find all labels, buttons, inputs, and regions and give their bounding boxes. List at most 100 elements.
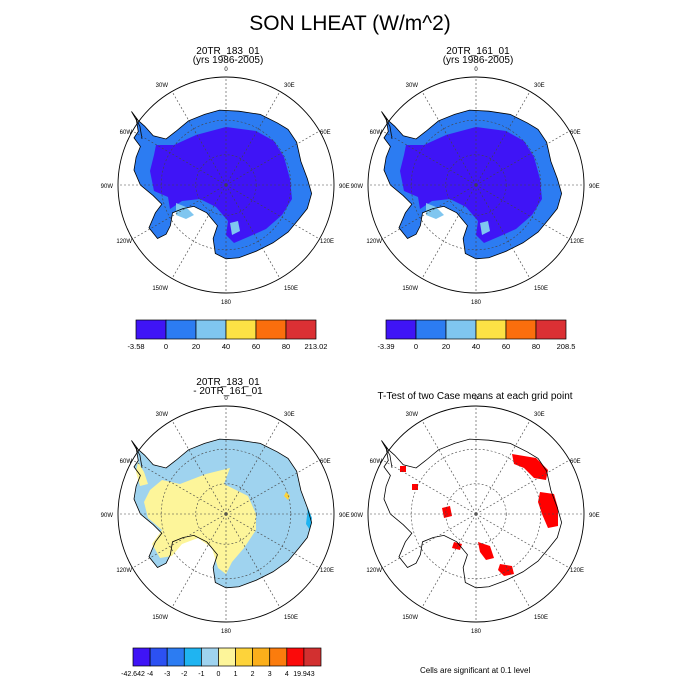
longitude-label: 90E (339, 513, 350, 519)
antarctica-coastline (383, 109, 563, 260)
meridian-line (225, 513, 281, 608)
longitude-label: 150W (402, 286, 418, 292)
meridian-line (421, 91, 477, 186)
colorbar-swatch (165, 319, 197, 340)
colorbar-label: 20 (442, 342, 450, 351)
colorbar-label: -2 (181, 671, 187, 678)
polar-map-3: 0 180 90W 90E 30W 60W 30E 60E 120W 150W 120E 150E (101, 396, 350, 635)
longitude-label: 90W (101, 513, 114, 519)
significant-cells (400, 466, 406, 472)
antarctica-coastline (133, 109, 313, 260)
longitude-label: 60E (320, 130, 331, 136)
meridian-line (225, 420, 281, 515)
peninsula-coastline (381, 111, 393, 139)
longitude-label: 180 (221, 629, 232, 635)
longitude-label: 30W (156, 412, 169, 418)
map-border (117, 405, 335, 623)
map-border (117, 76, 335, 294)
meridian-line (382, 184, 477, 240)
colorbar-swatch (475, 319, 507, 340)
meridian-line (132, 184, 227, 240)
meridian-line (475, 91, 531, 186)
colorbar-swatch (269, 647, 288, 667)
colorbar-label: 20 (192, 342, 200, 351)
longitude-label: 180 (471, 629, 482, 635)
meridian-line (225, 130, 320, 186)
meridian-line (132, 130, 227, 186)
meridian-line (225, 513, 320, 569)
longitude-label: 30W (406, 412, 419, 418)
difference-field-small-positive (284, 492, 290, 500)
longitude-label: 180 (221, 300, 232, 306)
colorbar-swatch (415, 319, 447, 340)
meridian-line (225, 184, 320, 240)
difference-field-strong-negative (306, 508, 312, 530)
parallel-circle (195, 483, 257, 545)
meridian-line (382, 459, 477, 515)
longitude-label: 30W (156, 83, 169, 89)
meridian-line (421, 513, 477, 608)
longitude-label: 30E (284, 83, 295, 89)
colorbar-label: 3 (268, 671, 272, 678)
colorbar-label: -3 (164, 671, 170, 678)
longitude-label: 60W (370, 459, 383, 465)
colorbar-case1: -3.58 0 20 40 60 80 213.02 (127, 319, 327, 351)
colorbar-label: -4 (147, 671, 153, 678)
figure-title: SON LHEAT (W/m^2) (249, 12, 451, 35)
polar-map-2: 0 180 90W 90E 30W 60W 30E 60E 120W 150W 120E 150E (351, 67, 600, 306)
colorbar-swatch (535, 319, 567, 340)
colorbar-label: 0 (414, 342, 418, 351)
longitude-label: 0 (224, 67, 228, 73)
colorbar-swatch (303, 647, 322, 667)
longitude-label: 60E (320, 459, 331, 465)
colorbar-difference: -42.642 -4 -3 -2 -1 0 1 2 3 4 19.943 (121, 647, 322, 678)
colorbar-label: 208.5 (557, 342, 576, 351)
significant-cells (412, 484, 418, 490)
longitude-label: 90W (351, 184, 364, 190)
colorbar-label: 60 (252, 342, 260, 351)
colorbar-swatch (166, 647, 185, 667)
colorbar-label: 4 (285, 671, 289, 678)
longitude-label: 90W (351, 513, 364, 519)
longitude-label: 120E (570, 568, 584, 574)
significant-cells (538, 492, 558, 528)
meridian-line (171, 91, 227, 186)
colorbar-swatch (252, 647, 271, 667)
colorbar-swatch (149, 647, 168, 667)
longitude-label: 120E (320, 239, 334, 245)
peninsula-coastline (131, 440, 143, 468)
longitude-label: 180 (471, 300, 482, 306)
colorbar-label: 0 (164, 342, 168, 351)
colorbar-swatch (385, 319, 417, 340)
latent-heat-field-mid (480, 221, 490, 235)
meridian-line (475, 130, 570, 186)
peninsula-coastline (381, 440, 393, 468)
longitude-label: 120W (366, 568, 382, 574)
latent-heat-field-mid (426, 203, 444, 219)
parallel-circle (160, 119, 292, 251)
colorbar-swatch (235, 647, 253, 667)
longitude-label: 150E (534, 286, 548, 292)
colorbar-label: -1 (198, 671, 204, 678)
meridian-line (475, 420, 531, 515)
meridian-line (225, 184, 281, 279)
longitude-label: 120W (366, 239, 382, 245)
longitude-label: 0 (474, 67, 478, 73)
longitude-label: 120E (320, 568, 334, 574)
colorbar-swatch (201, 647, 219, 667)
colorbar-label: 1 (234, 671, 238, 678)
latent-heat-field-mid (176, 203, 194, 219)
meridian-line (171, 420, 227, 515)
colorbar-swatch (218, 647, 236, 667)
colorbar-label: 80 (282, 342, 290, 351)
parallel-circle (160, 448, 292, 580)
antarctica-coastline (133, 438, 313, 589)
meridian-line (171, 513, 227, 608)
colorbar-swatch (183, 647, 202, 667)
colorbar-label: 40 (222, 342, 230, 351)
longitude-label: 150W (402, 615, 418, 621)
polar-map-4: 0 180 90W 90E 30W 60W 30E 60E 120W 150W 120E 150E (351, 396, 600, 635)
map-border (367, 76, 585, 294)
meridian-line (475, 184, 531, 279)
colorbar-swatch (225, 319, 257, 340)
